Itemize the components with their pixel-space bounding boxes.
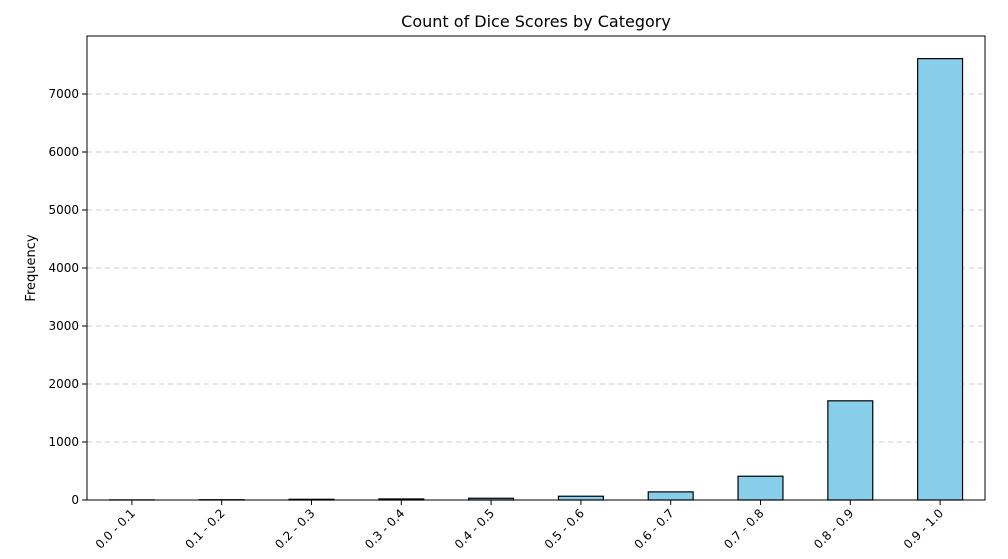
x-axis-ticks: 0.0 - 0.1 0.1 - 0.2 0.2 - 0.3 0.3 - 0.4 0.4 … [93,500,946,552]
x-tick-label: 0.4 - 0.5 [452,506,497,551]
x-tick-label: 0.5 - 0.6 [542,506,587,551]
bar [647,491,694,501]
y-tick-label: 5000 [48,203,79,217]
y-axis-label: Frequency [24,234,39,301]
y-tick-label: 2000 [48,377,79,391]
x-tick-label: 0.0 - 0.1 [93,506,138,551]
x-tick-label: 0.1 - 0.2 [182,506,227,551]
bar [917,58,964,501]
bar [737,475,784,501]
bars [108,58,964,501]
y-tick-label: 7000 [48,87,79,101]
x-tick-label: 0.6 - 0.7 [631,506,676,551]
chart-title: Count of Dice Scores by Category [401,12,671,31]
y-tick-label: 6000 [48,145,79,159]
x-tick-label: 0.2 - 0.3 [272,506,317,551]
x-tick-label: 0.7 - 0.8 [721,506,766,551]
grid-lines [87,93,985,443]
x-tick-label: 0.8 - 0.9 [811,506,856,551]
y-tick-label: 1000 [48,435,79,449]
bar [827,400,874,501]
y-tick-label: 0 [71,493,79,507]
y-axis-ticks: 0 1000 2000 3000 4000 5000 6000 7000 [48,87,87,507]
y-tick-label: 3000 [48,319,79,333]
bar [557,495,604,501]
y-tick-label: 4000 [48,261,79,275]
x-tick-label: 0.9 - 1.0 [901,506,946,551]
x-tick-label: 0.3 - 0.4 [362,506,407,551]
